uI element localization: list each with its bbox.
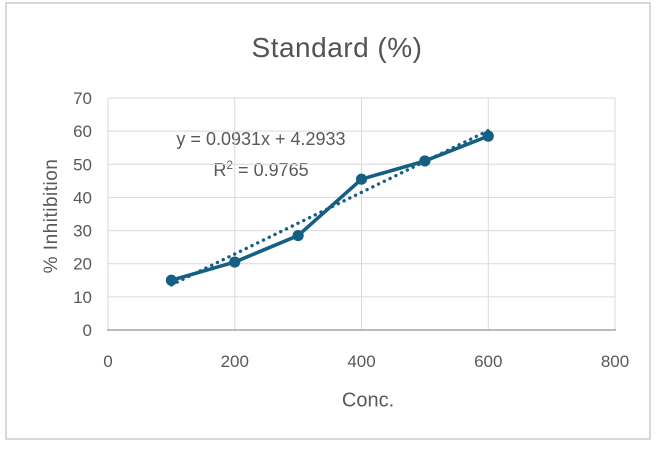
trendline-equation: y = 0.0931x + 4.2933 xyxy=(176,129,346,149)
y-tick-label: 70 xyxy=(73,89,92,108)
chart-canvas[interactable]: Standard (%) y = 0.0931x + 4.2933 R2 = 0… xyxy=(5,2,651,440)
data-point-marker xyxy=(419,155,431,167)
series-line xyxy=(169,134,491,283)
y-tick-label: 10 xyxy=(73,288,92,307)
data-point-marker xyxy=(292,229,304,242)
data-point-marker xyxy=(165,274,177,286)
trendline-label: y = 0.0931x + 4.2933 R2 = 0.9765 xyxy=(176,126,345,183)
data-point-marker xyxy=(229,256,241,268)
x-tick-label: 400 xyxy=(347,352,375,371)
x-tick-label: 200 xyxy=(221,352,249,371)
x-tick-label: 0 xyxy=(103,352,112,371)
x-axis-title: Conc. xyxy=(341,389,395,412)
r-squared-exponent: 2 xyxy=(226,158,234,172)
x-tick-label: 800 xyxy=(601,352,629,371)
y-tick-label: 60 xyxy=(73,122,92,141)
data-point-marker xyxy=(482,130,494,142)
chart-title: Standard (%) xyxy=(251,32,423,63)
y-tick-label: 30 xyxy=(73,222,92,241)
y-tick-label: 50 xyxy=(73,155,92,174)
y-tick-label: 20 xyxy=(73,255,92,274)
trendline-r-squared: R2 = 0.9765 xyxy=(213,158,309,180)
y-tick-label: 0 xyxy=(83,321,92,340)
data-point-marker xyxy=(355,173,368,185)
y-tick-label: 40 xyxy=(73,188,92,207)
x-tick-label: 600 xyxy=(474,352,502,371)
